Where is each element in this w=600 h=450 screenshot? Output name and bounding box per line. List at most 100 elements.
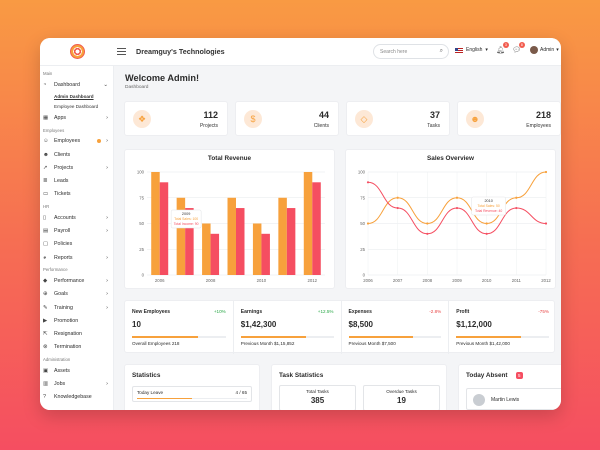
search-icon[interactable]: ⌕ [439, 48, 443, 54]
point-total-revenue [515, 206, 518, 210]
tooltip-sales: Total Sales: 50 [478, 204, 500, 208]
sidebar-item-assets[interactable]: ▣ Assets [40, 364, 113, 377]
kpi-progress [132, 336, 226, 338]
sidebar-item-employees[interactable]: ☺ Employees › [40, 135, 113, 148]
stat-value: 218 [535, 110, 551, 120]
stat-card-tasks[interactable]: ◇ 37 Tasks [346, 101, 450, 136]
section-title: Task Statistics [279, 372, 324, 379]
bar-total-sales [176, 197, 186, 275]
sidebar-item-accounts[interactable]: ▯ Accounts › [40, 211, 113, 224]
sidebar-item-reports[interactable]: ◕ Reports › [40, 251, 113, 264]
user-icon: ☻ [466, 110, 484, 128]
stat-value: 44 [318, 110, 329, 120]
point-total-sales [544, 170, 548, 174]
sidebar-item-label: Assets [54, 367, 70, 374]
briefcase-icon: ▥ [43, 380, 49, 387]
kpi-footer: Previous Month $1,42,000 [456, 341, 510, 346]
diamond-icon: ◇ [355, 110, 373, 128]
x-tick-label: 2008 [206, 278, 216, 283]
sidebar-item-projects[interactable]: ➚ Projects › [40, 161, 113, 174]
page-title: Welcome Admin! [125, 73, 200, 83]
kpi-value: $8,500 [348, 320, 373, 329]
bell-icon[interactable]: 🔔︎ 3 [496, 42, 509, 54]
sidebar-item-apps[interactable]: ▦ Apps › [40, 111, 113, 124]
stat-card-employees[interactable]: ☻ 218 Employees [457, 101, 561, 136]
chevron-right-icon: › [106, 164, 108, 171]
sidebar-item-resignation[interactable]: ⇱ Resignation [40, 327, 113, 340]
bar-total-income [236, 208, 245, 275]
leave-progress-fill [137, 398, 192, 399]
kpi-percent: -75% [538, 309, 549, 314]
leave-progress [137, 398, 247, 399]
point-total-revenue [426, 232, 429, 235]
avatar [473, 394, 485, 406]
chevron-right-icon: › [106, 304, 108, 311]
tooltip-year: 2009 [182, 212, 190, 216]
document-icon: ▢ [43, 241, 49, 248]
sidebar-item-leads[interactable]: ≣ Leads [40, 174, 113, 187]
x-tick-label: 2012 [541, 278, 551, 283]
sales-overview-card: Sales Overview 0 25 50 75 100 2006 2007 2008 200… [345, 149, 556, 289]
edit-icon: ✎ [43, 304, 48, 311]
sidebar-item-payroll[interactable]: ▤ Payroll › [40, 224, 113, 237]
point-total-revenue [396, 206, 399, 210]
point-total-sales [426, 222, 429, 225]
kpi-progress-fill [348, 336, 414, 338]
kpi-value: $1,12,000 [456, 320, 492, 329]
sidebar-item-goals[interactable]: ⊕ Goals › [40, 288, 113, 301]
chart-title: Sales Overview [427, 155, 474, 162]
kpi-block: New Employees +10% 10 Overall Employees … [125, 301, 233, 354]
sidebar-item-promotion[interactable]: ▶ Promotion [40, 314, 113, 327]
language-label: English [466, 47, 483, 53]
logo-area[interactable] [40, 38, 114, 66]
dollar-icon: $ [244, 110, 262, 128]
sidebar-section-performance: Performance [43, 267, 68, 273]
sales-overview-chart: 0 25 50 75 100 2006 2007 2008 2009 2010 2011 2012 20… [358, 170, 552, 284]
y-tick-label: 0 [363, 273, 366, 278]
tooltip-revenue: Total Revenue: 40 [475, 209, 502, 213]
y-tick-label: 100 [137, 170, 145, 175]
kpi-title: New Employees [132, 309, 171, 315]
tooltip-sales: Total Sales: 100 [174, 217, 198, 221]
sidebar-item-label: Training [54, 304, 73, 311]
stat-card-clients[interactable]: $ 44 Clients [235, 101, 339, 136]
sidebar-section-employees: Employees [43, 127, 65, 133]
sidebar-item-label: Payroll [54, 228, 71, 235]
sidebar-item-label: Performance [54, 277, 85, 284]
stat-card-projects[interactable]: ❖ 112 Projects [124, 101, 228, 136]
sidebar-item-jobs[interactable]: ▥ Jobs › [40, 377, 113, 390]
sidebar-sub-admin-dashboard[interactable]: Admin Dashboard [54, 93, 94, 99]
sidebar-item-label: Clients [54, 151, 71, 158]
chat-icon[interactable]: 💬︎ 8 [512, 42, 525, 54]
bar-total-sales [252, 223, 262, 275]
crosshairs-icon: ⊕ [43, 291, 48, 298]
x-tick-label: 2006 [363, 278, 373, 283]
sidebar-item-knowledgebase[interactable]: ? Knowledgebase [40, 391, 113, 404]
sidebar-item-label: Goals [54, 291, 68, 298]
sidebar-item-training[interactable]: ✎ Training › [40, 301, 113, 314]
user-menu[interactable]: Admin ▾ [530, 46, 559, 54]
chevron-down-icon: ⌄ [103, 81, 108, 88]
search-input[interactable]: Search here ⌕ [373, 44, 449, 59]
point-total-sales [515, 196, 518, 199]
chevron-right-icon: › [106, 291, 108, 298]
sidebar-sub-employee-dashboard[interactable]: Employee Dashboard [54, 103, 99, 109]
stat-row-value: 4 / 65 [235, 390, 248, 395]
menu-toggle-icon[interactable] [117, 48, 126, 55]
sidebar-item-policies[interactable]: ▢ Policies [40, 238, 113, 251]
sidebar-item-performance[interactable]: ◆ Performance › [40, 274, 113, 287]
absent-person-row[interactable]: Martin Lewis [466, 388, 561, 410]
y-tick-label: 25 [139, 247, 144, 252]
company-logo [69, 44, 85, 59]
sidebar-item-clients[interactable]: ☻ Clients [40, 148, 113, 161]
rocket-icon: ➚ [43, 164, 48, 171]
sidebar-item-termination[interactable]: ⊗ Termination [40, 341, 113, 354]
tooltip-income: Total Income: 90 [174, 222, 199, 226]
sidebar-item-label: Resignation [54, 331, 82, 338]
sidebar-item-tickets[interactable]: ▭ Tickets [40, 188, 113, 201]
today-leave-box: Today Leave 4 / 65 [132, 386, 252, 402]
kpi-progress-fill [456, 336, 522, 338]
sidebar-item-dashboard[interactable]: ◔ Dashboard ⌄ [40, 78, 113, 91]
language-selector[interactable]: English ▾ [455, 47, 488, 53]
sidebar-section-administration: Administration [43, 357, 71, 363]
